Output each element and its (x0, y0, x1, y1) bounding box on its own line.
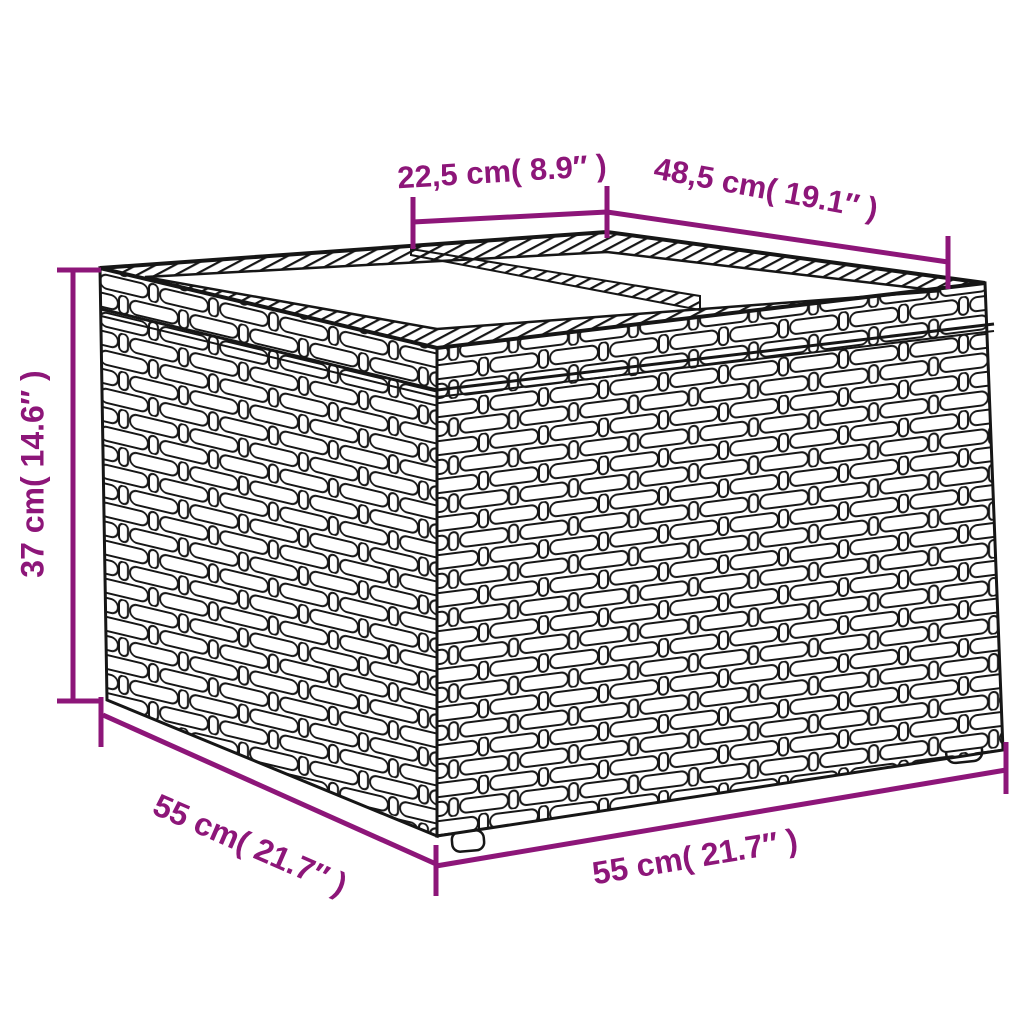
left-face (98, 266, 439, 839)
dimension-line-base-left (98, 697, 438, 867)
glass-divider (410, 247, 701, 312)
right-face (435, 281, 1005, 838)
dimension-lines (57, 186, 1009, 896)
dimension-line-base-front (433, 742, 1009, 896)
table-body (98, 229, 1005, 853)
table-top (99, 229, 986, 351)
dimension-label-height: 37 cm( 14.6″ ) (14, 370, 51, 578)
dimension-line-top-depth (606, 209, 951, 289)
dimension-line-height (57, 267, 101, 704)
lid-seam (100, 307, 995, 398)
